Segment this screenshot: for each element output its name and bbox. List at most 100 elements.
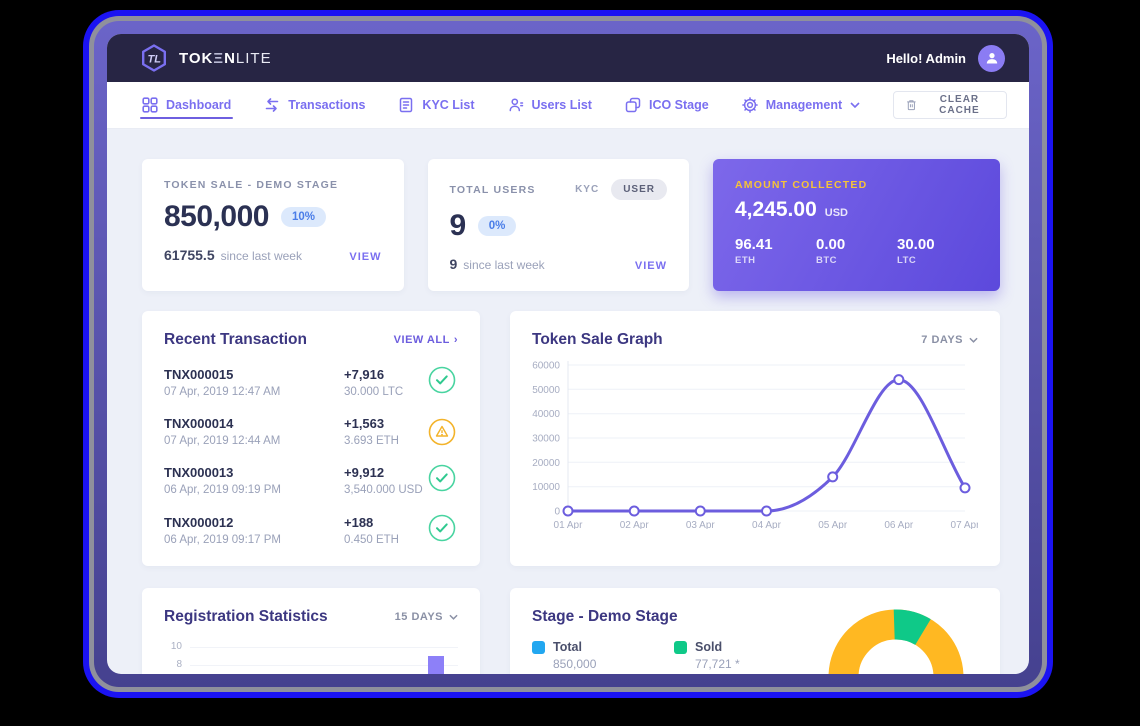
- x-tick-label: 05 Apr: [818, 520, 848, 529]
- token-sale-card: TOKEN SALE - DEMO STAGE 850,000 10% 6175…: [142, 159, 404, 291]
- y-tick-label: 30000: [532, 434, 560, 445]
- token-sale-line-chart: 0 10000 20000 30000 40000 50000 60000 01 Apr 02 …: [532, 361, 978, 530]
- user-icon: [509, 98, 523, 112]
- data-point: [761, 505, 772, 517]
- data-point: [959, 482, 971, 494]
- x-tick-label: 06 Apr: [884, 520, 914, 529]
- stage-legend: Total 850,000 Sold 77,721 *: [532, 640, 978, 671]
- nav-item-management[interactable]: Management: [741, 82, 860, 128]
- y-tick-label: 10000: [532, 482, 560, 493]
- check-circle-icon: [428, 464, 456, 492]
- nav-item-users-list[interactable]: Users List: [508, 82, 592, 128]
- nav-label: ICO Stage: [648, 98, 709, 112]
- line-series: [567, 378, 967, 513]
- nav-item-kyc-list[interactable]: KYC List: [398, 82, 475, 128]
- nav-item-transactions[interactable]: Transactions: [264, 82, 365, 128]
- card-label: TOTAL USERS: [449, 183, 536, 196]
- breakdown-item: 30.00 LTC: [897, 236, 935, 266]
- trash-icon: [907, 100, 916, 111]
- legend-item-total: Total 850,000: [532, 640, 674, 671]
- data-point: [562, 505, 574, 517]
- window-frame-inner: TL TOKΞNLITE Hello! Admin: [89, 16, 1047, 692]
- data-point: [694, 505, 706, 517]
- main-content: TOKEN SALE - DEMO STAGE 850,000 10% 6175…: [107, 129, 1029, 674]
- status-icon: [428, 418, 458, 446]
- token-sale-value: 850,000: [164, 200, 269, 233]
- total-users-card: TOTAL USERS KYC USER 9 0% 9 since last w…: [427, 159, 689, 291]
- recent-transactions-panel: Recent Transaction VIEW ALL › TNX000015 07…: [142, 311, 480, 566]
- transaction-row[interactable]: TNX000013 06 Apr, 2019 09:19 PM +9,912 3,5…: [164, 464, 458, 497]
- panel-title: Token Sale Graph: [532, 331, 663, 348]
- y-tick-label: 50000: [532, 385, 560, 396]
- gear-icon: [741, 97, 758, 113]
- nav-label: Users List: [531, 98, 592, 112]
- chevron-down-icon: [969, 337, 978, 343]
- y-tick-label: 8: [176, 659, 182, 670]
- registration-statistics-panel: Registration Statistics 15 DAYS 10 8: [142, 588, 480, 674]
- transaction-row[interactable]: TNX000012 06 Apr, 2019 09:17 PM +188 0.450…: [164, 514, 458, 547]
- stage-demo-panel: Stage - Demo Stage Total 850,000 Sold 77…: [510, 588, 1000, 674]
- x-tick-label: 07 Apr: [951, 520, 978, 529]
- window-frame-bezel: TL TOKΞNLITE Hello! Admin: [94, 21, 1042, 687]
- top-header: TL TOKΞNLITE Hello! Admin: [107, 34, 1029, 82]
- x-tick-label: 04 Apr: [752, 520, 782, 529]
- panel-title: Registration Statistics: [164, 608, 328, 625]
- document-list-icon: [400, 97, 413, 113]
- data-point: [628, 505, 640, 517]
- view-all-link[interactable]: VIEW ALL ›: [393, 334, 458, 346]
- amount-value: 4,245.00: [735, 198, 817, 221]
- range-dropdown-15days[interactable]: 15 DAYS: [395, 611, 458, 623]
- users-delta: 9: [449, 256, 458, 272]
- status-icon: [428, 514, 458, 547]
- nav-item-ico-stage[interactable]: ICO Stage: [625, 82, 709, 128]
- app-window: TL TOKΞNLITE Hello! Admin: [107, 34, 1029, 674]
- status-icon: [428, 464, 458, 497]
- brand-name: TOKΞNLITE: [179, 49, 272, 67]
- user-toggle[interactable]: USER: [611, 179, 667, 200]
- avatar[interactable]: [978, 44, 1005, 72]
- main-nav: Dashboard Transactions KYC List: [107, 82, 1029, 129]
- total-users-value: 9: [449, 209, 467, 242]
- data-point: [827, 471, 839, 483]
- card-label: TOKEN SALE - DEMO STAGE: [164, 179, 339, 191]
- token-sale-view-link[interactable]: VIEW: [349, 251, 382, 263]
- range-dropdown-7days[interactable]: 7 DAYS: [921, 334, 978, 346]
- token-sale-badge: 10%: [280, 207, 326, 227]
- person-icon: [986, 53, 997, 64]
- brand-logo[interactable]: TL TOKΞNLITE: [139, 43, 272, 73]
- card-label: AMOUNT COLLECTED: [735, 179, 868, 191]
- nav-item-dashboard[interactable]: Dashboard: [139, 82, 234, 128]
- panel-title: Recent Transaction: [164, 331, 307, 348]
- users-view-link[interactable]: VIEW: [634, 260, 667, 272]
- swap-arrows-icon: [265, 98, 279, 112]
- token-sale-delta: 61755.5: [164, 247, 215, 263]
- check-circle-icon: [428, 366, 456, 394]
- breakdown-item: 0.00 BTC: [816, 236, 846, 266]
- chevron-down-icon: [449, 614, 458, 620]
- total-users-badge: 0%: [477, 216, 517, 236]
- nav-label: KYC List: [422, 98, 475, 112]
- y-tick-label: 40000: [532, 409, 560, 420]
- bar: [428, 656, 444, 674]
- middle-row: Recent Transaction VIEW ALL › TNX000015 07…: [142, 311, 1000, 566]
- cubes-icon: [625, 97, 641, 113]
- transaction-row[interactable]: TNX000014 07 Apr, 2019 12:44 AM +1,563 3.6…: [164, 416, 458, 447]
- clear-cache-label: CLEAR CACHE: [939, 94, 980, 116]
- chevron-right-icon: ›: [453, 334, 458, 346]
- amount-currency: USD: [824, 207, 848, 219]
- clear-cache-button[interactable]: CLEAR CACHE: [893, 91, 1007, 119]
- nav-label: Transactions: [288, 98, 366, 112]
- panel-title: Stage - Demo Stage: [532, 608, 678, 625]
- header-user-area: Hello! Admin: [886, 44, 1005, 72]
- token-sale-graph-panel: Token Sale Graph 7 DAYS 0 10000 20000 30000…: [510, 311, 1000, 566]
- data-point: [893, 374, 905, 386]
- kyc-toggle[interactable]: KYC: [575, 184, 600, 195]
- nav-label: Management: [765, 98, 843, 112]
- transaction-row[interactable]: TNX000015 07 Apr, 2019 12:47 AM +7,916 30.…: [164, 366, 458, 399]
- nav-label: Dashboard: [166, 98, 232, 112]
- status-icon: [428, 366, 458, 399]
- legend-swatch-total: [532, 640, 545, 654]
- y-tick-label: 20000: [532, 458, 560, 469]
- grid-line: [190, 647, 458, 648]
